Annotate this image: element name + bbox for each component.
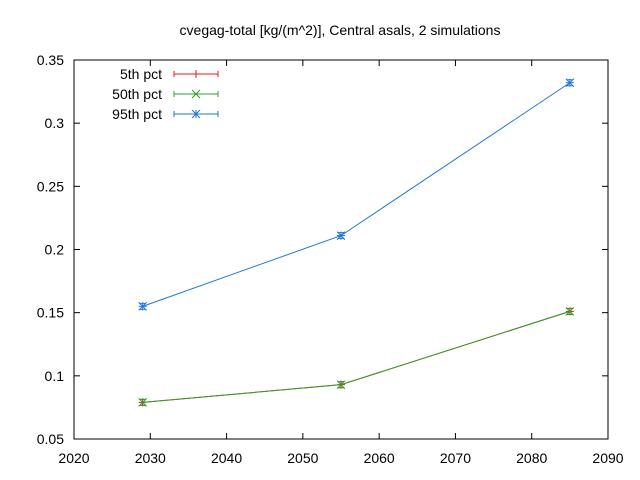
x-tick-label: 2030 [135,450,166,466]
x-tick-label: 2040 [211,450,242,466]
data-point [565,307,575,316]
legend-marker [192,70,200,78]
x-tick-label: 2050 [287,450,318,466]
data-point [336,380,346,390]
data-point [138,398,148,407]
legend-marker [191,109,201,119]
x-tick-label: 2080 [516,450,547,466]
series-line-0 [142,310,571,403]
data-point [138,301,148,311]
y-tick-label: 0.1 [45,368,65,384]
y-tick-label: 0.15 [37,305,64,321]
legend-marker [191,89,201,99]
series-layer [138,78,575,407]
series-line-1 [142,310,571,403]
y-tick-label: 0.25 [37,178,64,194]
legend-label: 5th pct [120,66,162,82]
y-axis: 0.05 0.1 0.15 0.2 0.25 0.3 0.35 [37,52,608,447]
y-tick-label: 0.05 [37,431,64,447]
x-tick-label: 2020 [58,450,89,466]
data-point [565,78,575,88]
x-tick-label: 2070 [440,450,471,466]
legend-label: 95th pct [112,106,162,122]
chart-title: cvegag-total [kg/(m^2)], Central asals, … [180,22,501,38]
series-line-2 [142,82,571,307]
y-tick-label: 0.2 [45,242,65,258]
x-axis: 2020 2030 2040 2050 2060 2070 2080 2090 [58,60,624,466]
legend: 5th pct 50th pct 95th pct [112,66,219,122]
x-tick-label: 2060 [364,450,395,466]
data-point [336,231,346,240]
legend-label: 50th pct [112,86,162,102]
x-tick-label: 2090 [592,450,623,466]
y-tick-label: 0.3 [45,115,65,131]
y-tick-label: 0.35 [37,52,64,68]
